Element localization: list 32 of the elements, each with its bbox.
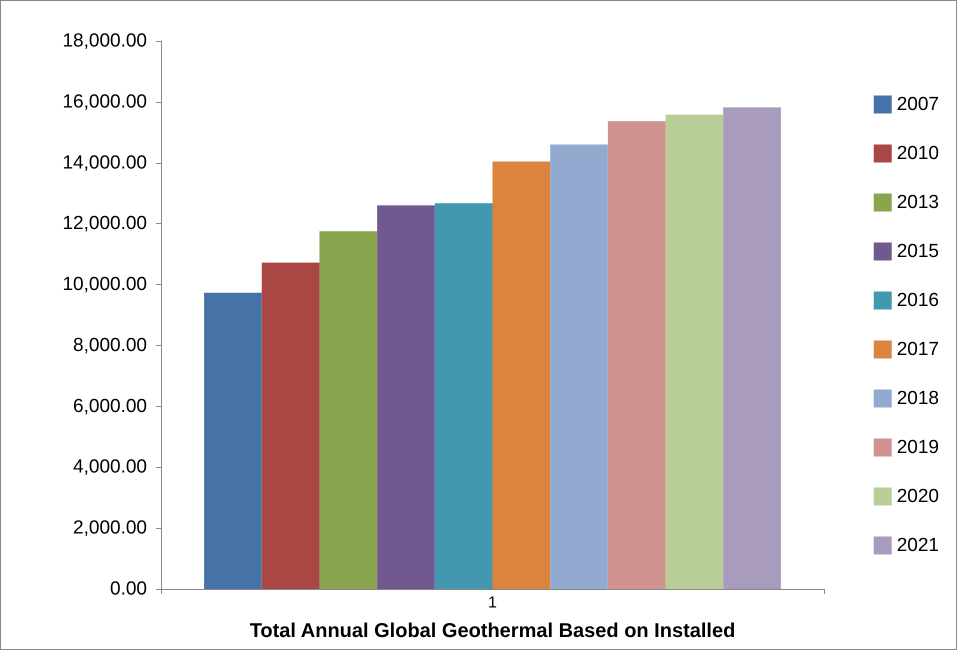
legend-label: 2017 <box>896 339 940 360</box>
y-tick-label: 2,000.00 <box>73 518 147 539</box>
bar <box>319 231 378 589</box>
legend-label: 2010 <box>896 143 940 164</box>
legend-label: 2013 <box>896 192 940 213</box>
legend-label: 2020 <box>896 486 940 507</box>
y-tick-label: 16,000.00 <box>62 91 147 112</box>
y-tick-label: 18,000.00 <box>62 30 147 52</box>
y-tick-label: 8,000.00 <box>73 334 147 356</box>
legend-label: 2018 <box>896 388 940 409</box>
bar <box>550 144 608 589</box>
legend-label: 2019 <box>896 437 940 458</box>
bar <box>377 205 435 589</box>
x-tick-label: 1 <box>488 594 498 612</box>
bar <box>204 292 262 589</box>
y-tick-label: 10,000.00 <box>62 274 147 296</box>
y-tick-label: 4,000.00 <box>73 456 147 478</box>
y-tick-label: 14,000.00 <box>62 152 147 174</box>
bar <box>492 162 550 589</box>
y-tick-label: 0.00 <box>110 578 147 600</box>
bar <box>666 114 724 589</box>
legend-label: 2015 <box>896 241 940 262</box>
bar <box>262 262 320 589</box>
y-tick-label: 12,000.00 <box>62 213 147 234</box>
legend-label: 2007 <box>896 94 940 115</box>
legend-label: 2016 <box>896 290 940 311</box>
bar <box>608 121 666 589</box>
x-axis-title: Total Annual Global Geothermal Based on Installed <box>250 620 736 642</box>
bar <box>434 203 492 589</box>
bar <box>723 107 781 589</box>
legend-label: 2021 <box>896 535 940 556</box>
y-tick-label: 6,000.00 <box>73 396 147 417</box>
